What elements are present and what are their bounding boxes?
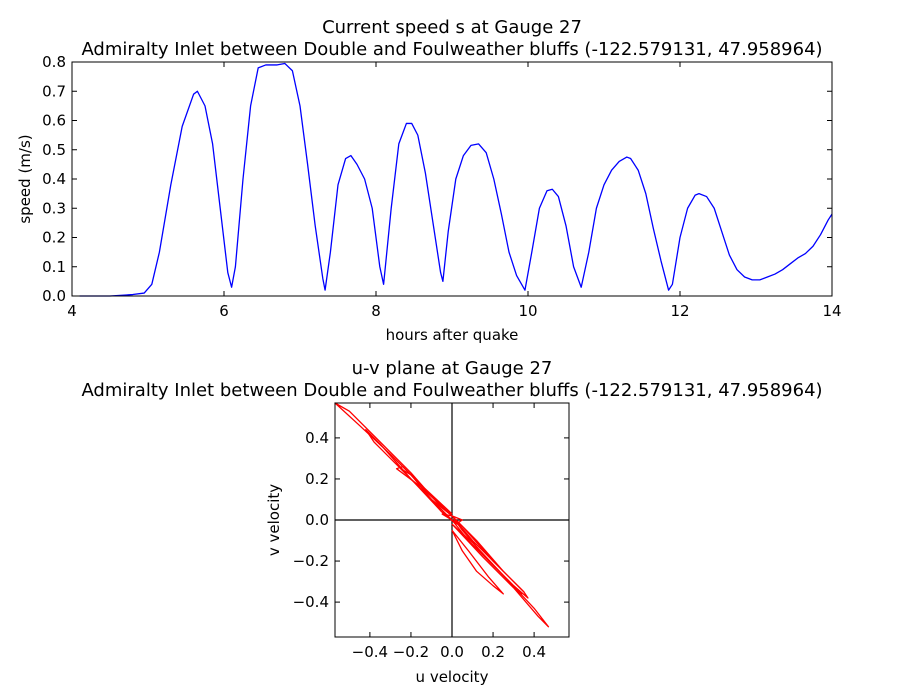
chart1-x-tick-label: 8: [371, 302, 381, 320]
chart2-x-tick-label: 0.0: [440, 643, 464, 661]
chart2-y-tick-label: −0.4: [293, 593, 329, 611]
chart2-plot-area: [334, 402, 569, 637]
chart1-x-tick-label: 14: [822, 302, 841, 320]
chart1-x-tick-label: 4: [67, 302, 77, 320]
chart2-trajectory-loop: [400, 468, 463, 525]
chart2-ticks: −0.4 −0.2 0.0 0.2 0.4 −0.4 −0.2 0.0 0.2 0.4: [293, 403, 569, 661]
chart2-x-tick-label: 0.4: [522, 643, 546, 661]
chart2-x-tick-label: −0.2: [393, 643, 429, 661]
chart1-frame: [71, 61, 833, 297]
chart2-x-tick-label: 0.2: [481, 643, 505, 661]
chart2-y-tick-label: 0.2: [305, 470, 329, 488]
chart2-y-tick-label: 0.0: [305, 511, 329, 529]
chart2-y-tick-label: −0.2: [293, 552, 329, 570]
chart1-y-tick-label: 0.7: [42, 82, 66, 100]
chart1-y-tick-label: 0.1: [42, 258, 66, 276]
chart2-title-line2: Admiralty Inlet between Double and Foulw…: [81, 380, 822, 401]
chart2-trajectory-loop: [451, 523, 550, 628]
chart2-trajectory-loop: [365, 429, 453, 521]
chart1-y-tick-label: 0.6: [42, 112, 66, 130]
chart2-x-tick-label: −0.4: [352, 643, 388, 661]
chart2-trajectory-loop: [441, 513, 525, 593]
chart1-title-line1: Current speed s at Gauge 27: [322, 17, 582, 38]
chart1-ticks: 4 6 8 10 12 14 0.0 0.1 0.2 0.3 0.4 0.5 0.6 0.7 0.8: [42, 53, 841, 320]
chart1-y-tick-label: 0.0: [42, 287, 66, 305]
chart1-plot-area: [79, 62, 833, 297]
chart1-x-tick-label: 12: [670, 302, 689, 320]
speed-chart: Current speed s at Gauge 27 Admiralty In…: [16, 17, 842, 344]
chart1-x-axis-label: hours after quake: [386, 326, 519, 344]
chart2-title-line1: u-v plane at Gauge 27: [352, 358, 553, 379]
chart2-x-axis-label: u velocity: [416, 668, 489, 686]
chart1-x-tick-label: 6: [219, 302, 229, 320]
chart1-series-line: [79, 62, 833, 297]
chart2-y-axis-label: v velocity: [265, 484, 283, 556]
chart1-y-tick-label: 0.2: [42, 229, 66, 247]
chart2-trajectory-loop: [395, 465, 453, 517]
chart1-y-axis-label: speed (m/s): [16, 134, 34, 223]
chart2-trajectory-loop: [451, 529, 504, 595]
chart1-y-tick-label: 0.3: [42, 199, 66, 217]
chart1-y-tick-label: 0.8: [42, 53, 66, 71]
chart1-x-tick-label: 10: [518, 302, 537, 320]
chart2-frame: [334, 402, 570, 638]
chart2-y-tick-label: 0.4: [305, 429, 329, 447]
uv-chart: u-v plane at Gauge 27 Admiralty Inlet be…: [81, 358, 822, 686]
chart1-y-tick-label: 0.4: [42, 170, 66, 188]
chart2-trajectory-loop: [451, 519, 523, 595]
chart1-y-tick-label: 0.5: [42, 141, 66, 159]
chart1-title-line2: Admiralty Inlet between Double and Foulw…: [81, 39, 822, 60]
